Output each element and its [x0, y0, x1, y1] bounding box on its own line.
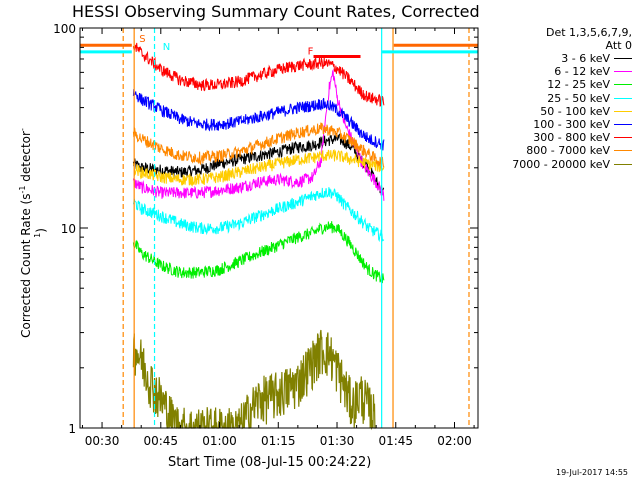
chart-axes-layer: 00:30 00:45 01:00 01:15 01:30 01:45 02:00 100 10… [53, 22, 479, 448]
series-line-12-25-kev [132, 221, 385, 284]
legend-swatch [614, 58, 632, 60]
y-axis-label-sup1: -1 [18, 185, 27, 194]
y-axis-label-main: Corrected Count Rate (s [19, 193, 33, 338]
legend-swatch [614, 71, 632, 73]
x-axis-label: Start Time (08-Jul-15 00:24:22) [168, 455, 372, 470]
legend-entry: 25 - 50 keV [482, 92, 632, 105]
legend-entry-label: 300 - 800 keV [533, 131, 610, 145]
series-line-50-100-kev [132, 148, 385, 187]
legend-entry: 3 - 6 keV [482, 52, 632, 65]
series-line-7000-20000-kev [132, 329, 376, 431]
series-line-100-300-kev [132, 88, 385, 151]
legend-entry-label: 100 - 300 keV [533, 118, 610, 132]
marker-f: F [308, 47, 314, 58]
legend-entry: 12 - 25 keV [482, 78, 632, 91]
legend-entry: 7000 - 20000 keV [482, 158, 632, 171]
legend-header-line2: Att 0 [605, 39, 632, 52]
series-line-800-7000-kev [132, 122, 385, 169]
x-tick-label: 02:00 [437, 434, 472, 448]
marker-s: S [139, 34, 145, 45]
legend-swatch [614, 124, 632, 126]
x-tick-label: 00:30 [85, 434, 120, 448]
legend-entry: 800 - 7000 keV [482, 144, 632, 157]
y-tick-label: 100 [53, 22, 76, 36]
plot-frame [79, 27, 479, 429]
legend-swatch [614, 97, 632, 99]
legend-entry: 300 - 800 keV [482, 131, 632, 144]
series-line-3-6-kev [132, 133, 385, 195]
legend-entry-label: 7000 - 20000 keV [512, 157, 610, 171]
footer-timestamp: 19-Jul-2017 14:55 [556, 468, 629, 477]
chart-annotation-layer: S N F [80, 28, 478, 428]
legend-entry: 50 - 100 keV [482, 105, 632, 118]
legend-rows: 3 - 6 keV 6 - 12 keV 12 - 25 keV 25 - 50 ke… [482, 52, 632, 171]
chart-title: HESSI Observing Summary Count Rates, Cor… [72, 2, 480, 21]
x-tick-label: 01:30 [320, 434, 355, 448]
y-tick-label: 1 [68, 422, 76, 436]
chart-lines-layer [132, 42, 385, 431]
y-tick-label: 10 [61, 222, 76, 236]
legend-entry-label: 25 - 50 keV [547, 91, 610, 105]
x-tick-label: 01:15 [261, 434, 296, 448]
x-tick-label: 00:45 [143, 434, 178, 448]
legend-entry-label: 50 - 100 keV [540, 104, 610, 118]
legend-entry: 100 - 300 keV [482, 118, 632, 131]
legend-header-line1: Det 1,3,5,6,7,9, [545, 26, 632, 39]
y-axis-label-end: ) [34, 228, 48, 233]
x-tick-label: 01:45 [378, 434, 413, 448]
marker-n: N [163, 42, 170, 53]
legend-swatch [614, 84, 632, 86]
legend-swatch [614, 163, 632, 165]
legend-entry-label: 12 - 25 keV [547, 78, 610, 92]
legend-entry: 6 - 12 keV [482, 65, 632, 78]
legend-entry-label: 6 - 12 keV [554, 65, 610, 79]
x-tick-label: 01:00 [202, 434, 237, 448]
y-axis-label: Corrected Count Rate (s-1 detector-1) [18, 128, 48, 338]
series-line-300-800-kev [132, 42, 385, 107]
legend-swatch [614, 137, 632, 139]
legend-swatch [614, 110, 632, 112]
y-axis-label-mid: detector [19, 131, 33, 186]
series-line-25-50-kev [132, 187, 385, 243]
legend-entry-label: 3 - 6 keV [561, 52, 610, 66]
legend-entry-label: 800 - 7000 keV [526, 144, 610, 158]
legend-swatch [614, 150, 632, 152]
legend: Det 1,3,5,6,7,9, Att 0 3 - 6 keV 6 - 12 k… [482, 26, 632, 171]
